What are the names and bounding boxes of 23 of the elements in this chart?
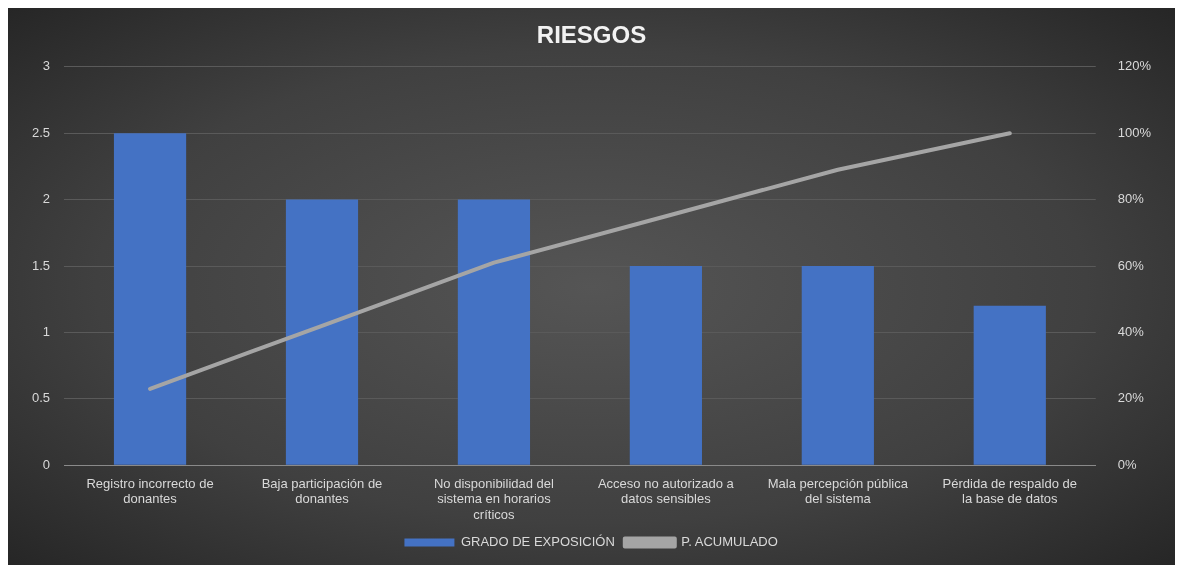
y-tick-label: 0 (42, 456, 51, 472)
y2-tick-label: 60% (1117, 257, 1145, 273)
chart-title: RIESGOS (536, 21, 647, 49)
x-tick-label: Registro incorrecto de donantes (86, 475, 214, 507)
y2-tick-label: 80% (1117, 191, 1145, 207)
y-tick-label: 1.5 (31, 257, 51, 273)
y2-tick-label: 20% (1117, 390, 1145, 406)
y2-tick-label: 100% (1117, 124, 1152, 140)
legend-label: GRADO DE EXPOSICIÓN (460, 534, 615, 550)
x-tick-label: Acceso no autorizado a datos sensibles (597, 475, 735, 507)
legend-label: P. ACUMULADO (681, 534, 778, 550)
y-tick-label: 3 (42, 58, 51, 74)
y-tick-label: 0.5 (31, 390, 51, 406)
y2-tick-label: 0% (1117, 456, 1137, 472)
x-tick-label: Pérdida de respaldo de la base de datos (942, 475, 1077, 507)
y-tick-label: 1 (42, 323, 51, 339)
y-tick-label: 2.5 (31, 124, 51, 140)
x-tick-label: Mala percepción pública del sistema (767, 475, 909, 507)
y2-tick-label: 40% (1117, 323, 1145, 339)
x-tick-label: No disponibilidad del sistema en horarios críticos (433, 475, 555, 522)
y-tick-label: 2 (42, 191, 51, 207)
x-tick-label: Baja participación de donantes (261, 475, 383, 507)
y2-tick-label: 120% (1117, 58, 1152, 74)
